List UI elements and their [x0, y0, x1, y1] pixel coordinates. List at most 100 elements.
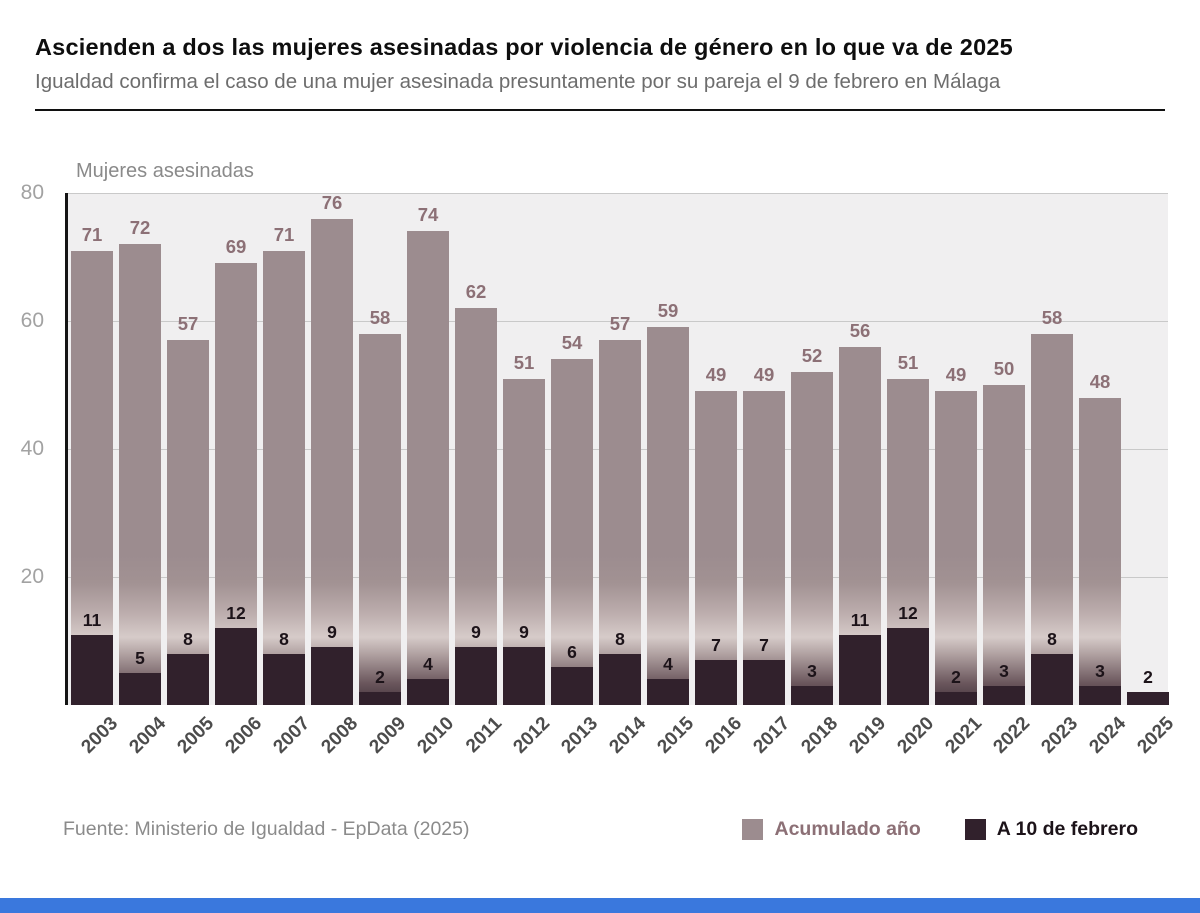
bar-group: 2 2025 [1127, 193, 1178, 758]
bar-accumulated [695, 391, 737, 705]
bar-feb10 [695, 660, 737, 705]
bar-group: 58 2 2009 [359, 193, 410, 758]
year-label: 2011 [461, 713, 506, 758]
bar-accumulated [551, 359, 593, 705]
bar-group: 71 11 2003 [71, 193, 122, 758]
year-label: 2015 [653, 713, 698, 758]
bar-accumulated [119, 244, 161, 705]
bar-feb10 [791, 685, 833, 705]
feb10-value-label: 2 [1143, 667, 1153, 688]
feb10-value-label: 3 [807, 660, 817, 681]
accumulated-value-label: 71 [81, 223, 103, 245]
legend-swatch [742, 819, 764, 840]
feb10-value-label: 12 [898, 603, 918, 624]
y-axis-title: Mujeres asesinadas [76, 160, 254, 182]
bar-accumulated [599, 340, 641, 705]
bar-feb10 [167, 653, 209, 705]
bar-group: 72 5 2004 [119, 193, 170, 758]
feb10-value-label: 9 [327, 622, 337, 643]
bar-group: 50 3 2022 [983, 193, 1034, 758]
feb10-value-label: 3 [999, 660, 1009, 681]
year-label: 2006 [221, 713, 266, 758]
bar-feb10 [1031, 653, 1073, 705]
bar-group: 48 3 2024 [1079, 193, 1130, 758]
year-label: 2010 [413, 713, 458, 758]
accumulated-value-label: 59 [657, 300, 679, 322]
bar-accumulated [743, 391, 785, 705]
accumulated-value-label: 56 [849, 319, 871, 341]
plot-area: 71 11 2003 72 5 2004 57 8 2005 69 12 2006 71 8 2007 76 9… [65, 192, 1178, 758]
footer: Fuente: Ministerio de Igualdad - EpData … [0, 818, 1200, 841]
year-label: 2025 [1133, 713, 1178, 758]
source-text: Fuente: Ministerio de Igualdad - EpData … [63, 818, 470, 840]
header-divider [35, 109, 1165, 111]
gridline [65, 193, 1168, 194]
year-label: 2007 [269, 713, 314, 758]
bar-feb10 [983, 685, 1025, 705]
accumulated-value-label: 49 [945, 364, 967, 386]
bar-group: 56 11 2019 [839, 193, 890, 758]
y-tick-label: 40 [20, 437, 44, 460]
year-label: 2019 [845, 713, 890, 758]
year-label: 2014 [605, 713, 650, 758]
legend: Acumulado año A 10 de febrero [742, 818, 1138, 841]
legend-label: A 10 de febrero [996, 818, 1138, 840]
feb10-value-label: 6 [567, 641, 577, 662]
legend-item: A 10 de febrero [964, 818, 1138, 841]
gridline [65, 321, 1168, 322]
accumulated-value-label: 51 [513, 351, 535, 373]
feb10-value-label: 8 [1047, 628, 1057, 649]
feb10-value-label: 8 [183, 628, 193, 649]
bar-feb10 [359, 692, 401, 705]
bar-group: 74 4 2010 [407, 193, 458, 758]
feb10-value-label: 4 [663, 654, 673, 675]
accumulated-value-label: 62 [465, 281, 487, 303]
feb10-value-label: 2 [951, 667, 961, 688]
bar-accumulated [407, 231, 449, 705]
bar-feb10 [1127, 692, 1169, 705]
feb10-value-label: 12 [226, 603, 246, 624]
feb10-value-label: 11 [82, 609, 102, 630]
y-axis-ticks: 80 60 40 20 [0, 181, 56, 705]
y-tick-label: 20 [20, 565, 44, 588]
year-label: 2008 [317, 713, 362, 758]
bar-group: 62 9 2011 [455, 193, 506, 757]
accumulated-value-label: 54 [561, 332, 583, 354]
bar-group: 52 3 2018 [791, 193, 842, 758]
legend-item: Acumulado año [742, 818, 921, 841]
bar-accumulated [455, 308, 497, 705]
legend-swatch [964, 819, 986, 840]
year-label: 2022 [989, 713, 1034, 758]
bar-group: 49 7 2016 [695, 193, 746, 758]
y-tick-label: 80 [20, 181, 44, 204]
year-label: 2018 [797, 713, 842, 758]
feb10-value-label: 11 [850, 609, 870, 630]
year-label: 2020 [893, 713, 938, 758]
bars: 71 11 2003 72 5 2004 57 8 2005 69 12 2006 71 8 2007 76 9… [65, 192, 1178, 758]
accumulated-value-label: 49 [705, 364, 727, 386]
accumulated-value-label: 50 [993, 358, 1015, 379]
bar-feb10 [407, 679, 449, 705]
bar-accumulated [983, 385, 1025, 705]
bar-group: 71 8 2007 [263, 193, 314, 758]
bar-accumulated [359, 333, 401, 705]
year-label: 2024 [1085, 713, 1130, 758]
bar-feb10 [119, 673, 161, 705]
bar-accumulated [71, 250, 113, 705]
accumulated-value-label: 48 [1089, 370, 1111, 392]
feb10-value-label: 9 [471, 622, 481, 643]
accumulated-value-label: 51 [897, 351, 919, 373]
accumulated-value-label: 57 [609, 313, 631, 335]
bar-accumulated [1079, 397, 1121, 705]
bar-feb10 [647, 679, 689, 705]
bar-feb10 [887, 628, 929, 705]
brand-bar [0, 898, 1200, 913]
year-label: 2017 [749, 713, 794, 758]
bar-accumulated [791, 372, 833, 705]
bar-group: 76 9 2008 [311, 192, 362, 758]
accumulated-value-label: 57 [177, 313, 199, 335]
feb10-value-label: 7 [759, 635, 769, 656]
accumulated-value-label: 69 [225, 236, 247, 258]
bar-group: 59 4 2015 [647, 193, 698, 758]
year-label: 2005 [173, 713, 218, 758]
